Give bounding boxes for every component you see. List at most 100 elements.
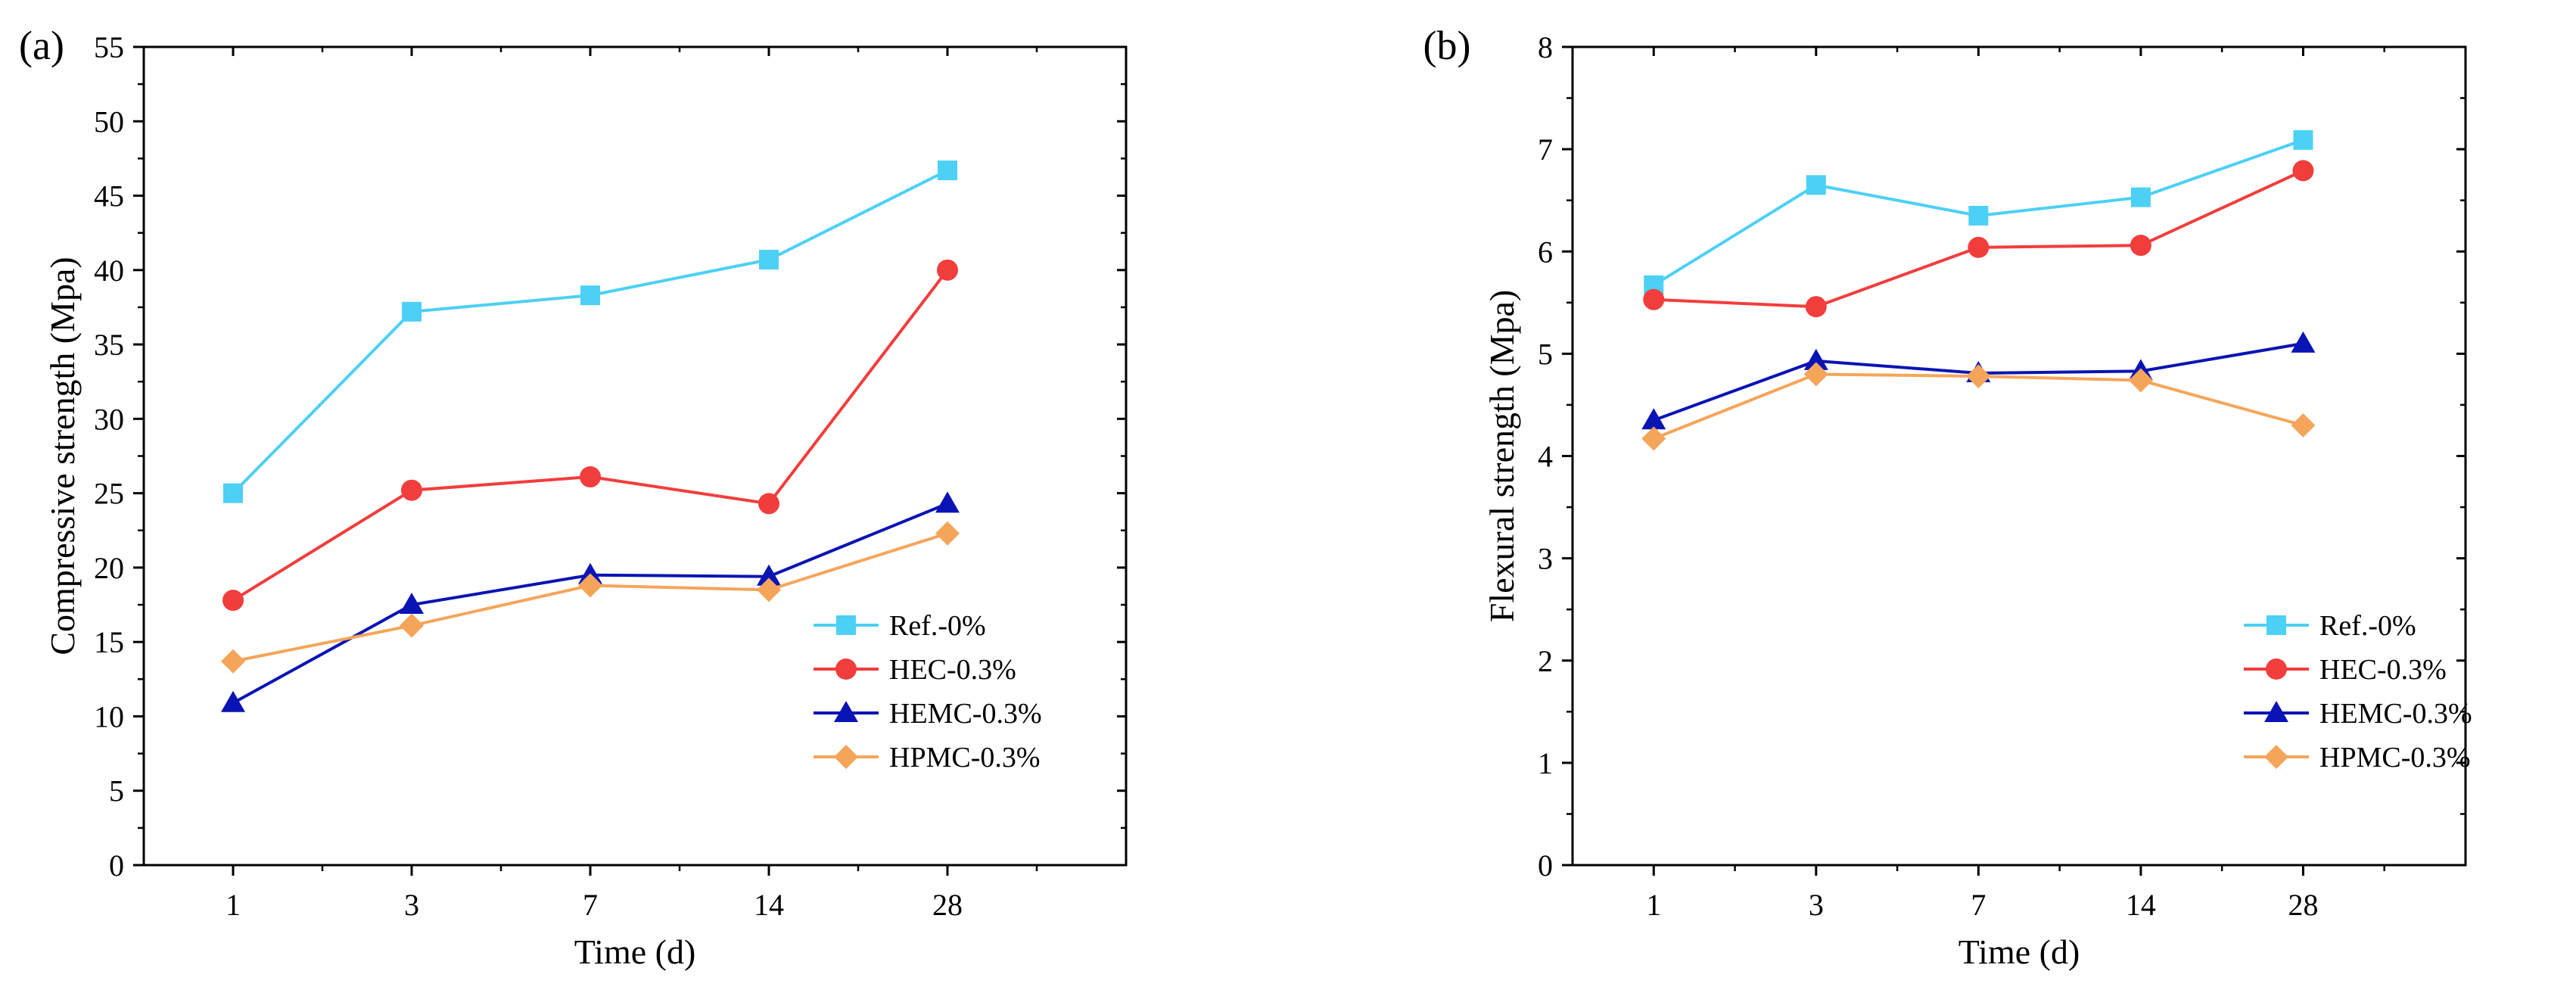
data-point	[1805, 296, 1827, 318]
data-point	[1643, 288, 1665, 310]
data-point	[757, 564, 781, 586]
y-tick-label: 4	[1538, 440, 1553, 474]
legend-marker	[2264, 745, 2288, 769]
data-point	[221, 649, 245, 674]
y-tick-label: 45	[94, 179, 124, 213]
legend-label: Ref.-0%	[2319, 610, 2416, 642]
data-point	[1803, 348, 1828, 370]
data-point	[1966, 364, 1991, 389]
data-point	[400, 593, 424, 615]
data-point	[1968, 236, 1990, 258]
data-point	[2130, 235, 2151, 257]
data-point	[2128, 368, 2153, 393]
series-HEC-0.3%	[1643, 160, 2314, 318]
legend-label: HPMC-0.3%	[889, 742, 1041, 774]
data-point	[580, 285, 600, 306]
data-point	[2293, 129, 2313, 150]
x-tick-label: 3	[1809, 888, 1824, 922]
legend-marker	[836, 615, 856, 635]
chart-panel-b: 0 1 2 3 4 5 6 7 8 1 3 7 14 28 Time (d) Flexural strengt…	[1423, 23, 2472, 971]
data-point	[2291, 331, 2316, 353]
data-point	[938, 160, 957, 181]
x-axis-title: Time (d)	[574, 932, 696, 971]
x-tick-label: 28	[2288, 888, 2318, 922]
data-point	[1968, 205, 1989, 226]
y-tick-label: 6	[1538, 235, 1553, 269]
y-tick-label: 7	[1538, 132, 1553, 167]
y-tick-label: 0	[109, 848, 124, 883]
data-point	[221, 690, 245, 712]
data-point	[935, 521, 960, 546]
y-tick-label: 1	[1538, 746, 1553, 780]
data-point	[1641, 426, 1666, 451]
legend: Ref.-0% HEC-0.3% HEMC-0.3% HPMC-0.3%	[2244, 610, 2472, 774]
legend-marker	[834, 745, 858, 769]
legend-label: HPMC-0.3%	[2319, 742, 2471, 774]
series-line	[232, 269, 949, 602]
legend-marker	[2266, 658, 2287, 680]
y-tick-label: 15	[94, 625, 124, 659]
y-tick-label: 20	[94, 551, 124, 585]
legend-label: HEMC-0.3%	[2319, 698, 2472, 730]
data-point	[222, 590, 244, 612]
data-point	[1803, 362, 1828, 387]
y-tick-label: 5	[1538, 337, 1553, 371]
legend-marker	[2264, 701, 2288, 722]
legend-marker	[834, 701, 858, 722]
x-axis-title: Time (d)	[1958, 932, 2080, 971]
data-point	[759, 250, 779, 270]
data-point	[1806, 175, 1826, 195]
data-point	[758, 493, 779, 515]
legend-marker	[2266, 615, 2286, 635]
data-point	[937, 259, 958, 281]
legend-label: HEMC-0.3%	[889, 698, 1042, 730]
series-line	[232, 169, 948, 495]
x-tick-label: 28	[932, 888, 963, 922]
y-tick-label: 35	[94, 328, 124, 362]
series-Ref.-0%	[223, 160, 957, 503]
series-HPMC-0.3%	[221, 521, 960, 674]
data-point	[580, 466, 601, 488]
chart-panel-a: 0 5 10 15 20 25 30 35 40 45 50 55 1 3 7 14 28 Time (d) Com…	[19, 23, 1128, 971]
y-tick-label: 55	[94, 30, 124, 64]
legend-label: HEC-0.3%	[889, 654, 1016, 686]
y-tick-label: 3	[1538, 542, 1553, 576]
x-tick-label: 1	[226, 888, 241, 922]
data-point	[757, 578, 781, 602]
y-axis-title: Flexural strength (Mpa)	[1482, 290, 1521, 622]
y-tick-label: 0	[1538, 848, 1553, 883]
x-tick-label: 1	[1646, 888, 1661, 922]
x-tick-label: 7	[1971, 888, 1986, 922]
data-point	[402, 301, 422, 322]
y-axis-title: Compressive strength (Mpa)	[43, 257, 82, 655]
series-Ref.-0%	[1644, 129, 2313, 295]
y-tick-label: 5	[109, 774, 124, 808]
data-point	[401, 479, 422, 501]
legend: Ref.-0% HEC-0.3% HEMC-0.3% HPMC-0.3%	[814, 610, 1042, 774]
data-point	[1641, 408, 1666, 430]
data-point	[400, 613, 424, 638]
series-HEC-0.3%	[222, 259, 958, 612]
legend-label: Ref.-0%	[889, 610, 986, 642]
y-tick-label: 40	[94, 254, 124, 288]
x-tick-label: 7	[583, 888, 598, 922]
panel-label: (a)	[19, 23, 64, 68]
y-tick-label: 2	[1538, 644, 1553, 678]
panel-label: (b)	[1423, 23, 1471, 68]
y-tick-label: 30	[94, 402, 124, 436]
legend-marker	[835, 658, 857, 680]
data-point	[2130, 187, 2151, 207]
x-tick-label: 3	[404, 888, 419, 922]
data-point	[2291, 412, 2316, 437]
series-HPMC-0.3%	[1641, 362, 2316, 451]
y-tick-label: 25	[94, 477, 124, 511]
y-tick-label: 10	[94, 699, 124, 733]
data-point	[578, 573, 602, 598]
y-tick-label: 8	[1538, 30, 1553, 64]
y-tick-label: 50	[94, 104, 124, 139]
x-tick-label: 14	[754, 888, 784, 922]
x-tick-label: 14	[2126, 888, 2156, 922]
legend-label: HEC-0.3%	[2319, 654, 2447, 686]
data-point	[935, 491, 960, 513]
